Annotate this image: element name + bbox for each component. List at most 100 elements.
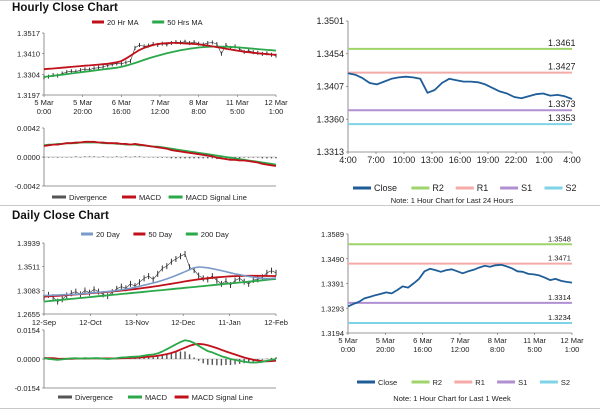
hourly-price-x-tick-label: 7 Mar — [150, 98, 170, 107]
hourly-pivot-level-label-r1: 1.3427 — [548, 62, 576, 72]
daily-pivot-legend-swatch — [454, 380, 473, 384]
hourly-macd-divergence-bar — [129, 157, 132, 158]
daily-macd-divergence-bar — [220, 359, 223, 366]
hourly-macd-divergence-bar — [111, 157, 113, 158]
section-divider-middle — [0, 205, 600, 206]
hourly-pivot-legend-swatch — [353, 186, 371, 190]
daily-macd-divergence-bar — [261, 359, 264, 360]
hourly-macd-legend-swatch — [52, 195, 66, 199]
hourly-price-x-tick-label: 0:00 — [37, 107, 52, 116]
daily-pivot-x-tick-label: 5:00 — [527, 345, 542, 354]
hourly-macd-divergence-bar — [261, 157, 264, 159]
daily-pivot-legend-label: S2 — [561, 378, 570, 387]
daily-pivot-legend-swatch — [357, 380, 375, 384]
hourly-macd-divergence-bar — [134, 156, 136, 157]
daily-pivot-close-line — [347, 263, 573, 308]
daily-price-legend-label: 200 Day — [201, 230, 229, 239]
daily-macd-legend-swatch — [58, 395, 72, 399]
hourly-pivot-x-tick-label: 13:00 — [421, 155, 444, 165]
daily-pivot-x-tick-label: 11 Mar — [523, 336, 546, 345]
hourly-macd-divergence-bar — [93, 156, 95, 157]
daily-pivot-x-tick-label: 8 Mar — [488, 336, 508, 345]
hourly-macd-divergence-bar — [197, 157, 200, 159]
hourly-macd-divergence-bar — [106, 157, 109, 158]
daily-macd-divergence-bar — [270, 357, 273, 359]
hourly-macd-divergence-bar — [61, 157, 63, 158]
hourly-price-legend-label: 50 Hrs MA — [167, 18, 202, 27]
hourly-macd-divergence-bar — [70, 157, 72, 158]
daily-macd-divergence-bar — [179, 351, 182, 359]
section-divider-bottom — [0, 408, 600, 409]
hourly-pivot-x-tick-label: 22:00 — [505, 155, 528, 165]
hourly-price-x-tick-label: 20:00 — [73, 107, 92, 116]
hourly-pivot-legend-swatch — [500, 186, 519, 190]
hourly-macd-legend-label: MACD Signal Line — [186, 193, 247, 202]
hourly-macd-divergence-bar — [175, 157, 177, 159]
hourly-macd-divergence-bar — [138, 156, 141, 157]
daily-macd-divergence-bar — [184, 351, 186, 359]
daily-pivot-y-tick-label: 1.3194 — [321, 329, 344, 338]
daily-macd-divergence-bar — [229, 359, 232, 366]
daily-pivot-y-tick-label: 1.3391 — [321, 280, 344, 289]
daily-price-legend-swatch — [81, 232, 93, 236]
hourly-macd-divergence-bar — [179, 157, 182, 159]
daily-macd-legend-label: MACD — [145, 393, 168, 402]
hourly-macd-divergence-bar — [143, 157, 145, 158]
hourly-price-y-tick-label: 1.3197 — [17, 91, 40, 100]
daily-pivot-y-tick-label: 1.3490 — [321, 255, 344, 264]
daily-pivot-legend-label: R1 — [475, 378, 485, 387]
hourly-price-x-tick-label: 5:00 — [230, 107, 245, 116]
daily-macd-divergence-bar — [225, 359, 227, 366]
daily-macd-legend-swatch — [174, 395, 189, 399]
hourly-price-x-tick-label: 8 Mar — [189, 98, 209, 107]
daily-macd-divergence-bar — [248, 359, 250, 363]
hourly-macd-divergence-bar — [266, 157, 268, 159]
hourly-pivot-level-label-r2: 1.3461 — [548, 38, 576, 48]
daily-macd-y-tick-label: 0.0000 — [17, 355, 40, 364]
daily-price-y-tick-label: 1.3511 — [18, 263, 40, 272]
daily-macd-divergence-bar — [166, 354, 168, 359]
daily-price-close-line — [43, 253, 277, 302]
hourly-pivot-legend-label: R2 — [432, 183, 444, 193]
hourly-macd-divergence-bar — [84, 156, 86, 157]
hourly-macd-macd-line — [43, 140, 277, 167]
hourly-pivot-legend-label: S1 — [521, 183, 532, 193]
hourly-pivot-x-tick-label: 4:00 — [563, 155, 581, 165]
daily-macd-divergence-bar — [202, 359, 204, 364]
hourly-price-x-tick-label: 16:00 — [112, 107, 131, 116]
hourly-macd-divergence-bar — [238, 157, 241, 159]
hourly-macd-divergence-bar — [193, 157, 195, 159]
hourly-pivot-y-tick-label: 1.3454 — [316, 49, 344, 59]
daily-pivot-level-label-s1: 1.3314 — [548, 293, 571, 302]
hourly-pivot-legend-label: S2 — [565, 183, 576, 193]
daily-pivot-legend-swatch — [497, 380, 516, 384]
daily-pivot-x-tick-label: 8:00 — [490, 345, 505, 354]
hourly-macd-y-tick-label: 0.0000 — [17, 153, 40, 162]
daily-pivot-x-tick-label: 7 Mar — [450, 336, 470, 345]
hourly-price-x-tick-label: 11 Mar — [226, 98, 249, 107]
daily-price-y-tick-label: 1.3939 — [17, 239, 40, 248]
hourly-pivot-legend-label: R1 — [477, 183, 489, 193]
daily-pivot-x-tick-label: 12:00 — [451, 345, 470, 354]
hourly-macd-divergence-bar — [202, 157, 204, 159]
hourly-pivot-level-label-s1: 1.3373 — [548, 99, 576, 109]
daily-pivot-x-tick-label: 1:00 — [565, 345, 580, 354]
hourly-macd-divergence-bar — [47, 157, 50, 158]
hourly-pivot-x-tick-label: 10:00 — [393, 155, 416, 165]
daily-price-legend-label: 50 Day — [148, 230, 172, 239]
daily-macd-divergence-bar — [143, 357, 145, 359]
hourly-macd-legend-label: Divergence — [69, 193, 107, 202]
daily-pivot-x-tick-label: 5 Mar — [338, 336, 358, 345]
daily-macd-legend-swatch — [128, 395, 142, 399]
hourly-pivot-y-tick-label: 1.3313 — [316, 147, 344, 157]
hourly-pivot-note: Note: 1 Hour Chart for Last 24 Hours — [391, 196, 514, 205]
hourly-macd-legend-swatch — [168, 195, 183, 199]
daily-macd-legend-label: Divergence — [75, 393, 113, 402]
daily-macd-y-tick-label: -0.0154 — [15, 384, 40, 393]
hourly-pivot-legend-swatch — [455, 186, 474, 190]
daily-price-legend-label: 20 Day — [96, 230, 120, 239]
hourly-pivot-close-line — [347, 72, 573, 100]
